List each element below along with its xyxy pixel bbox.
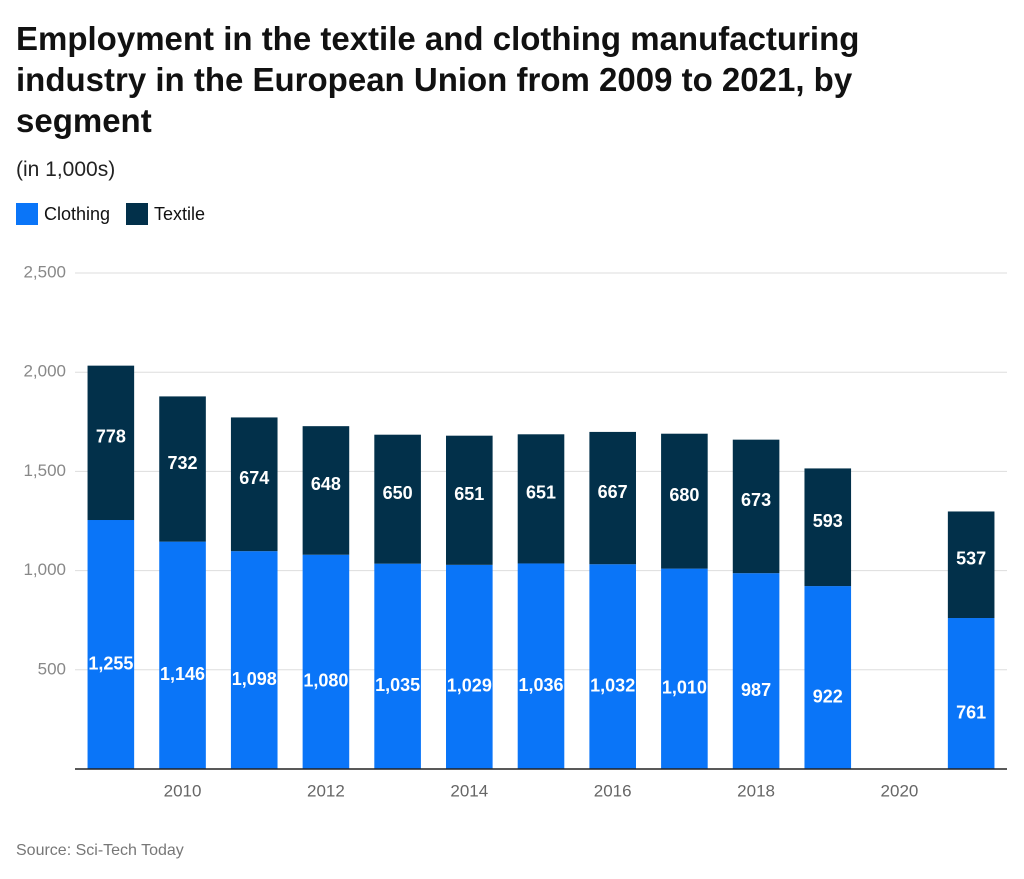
y-tick-label: 1,500 bbox=[23, 461, 66, 480]
bar-segment bbox=[87, 365, 135, 521]
bar-segment bbox=[661, 433, 708, 569]
y-tick-label: 2,000 bbox=[23, 362, 66, 381]
data-label: 593 bbox=[813, 511, 843, 531]
data-label: 1,029 bbox=[447, 676, 492, 696]
bar-segment bbox=[732, 439, 780, 574]
legend: Clothing Textile bbox=[16, 203, 205, 225]
data-label: 651 bbox=[454, 484, 484, 504]
data-label: 1,098 bbox=[232, 669, 277, 689]
data-label: 922 bbox=[813, 686, 843, 706]
data-label: 667 bbox=[598, 482, 628, 502]
bar-segment bbox=[446, 564, 493, 769]
bar-segment bbox=[230, 551, 278, 769]
data-label: 537 bbox=[956, 548, 986, 568]
bar-segment bbox=[87, 520, 135, 769]
legend-swatch bbox=[126, 203, 149, 225]
bar-segment bbox=[374, 563, 421, 769]
data-label: 1,146 bbox=[160, 664, 205, 684]
bar-segment bbox=[230, 417, 278, 552]
y-tick-label: 500 bbox=[38, 659, 66, 678]
chart-title: Employment in the textile and clothing m… bbox=[16, 20, 860, 139]
x-tick-label: 2020 bbox=[881, 781, 919, 800]
bar-segment bbox=[517, 434, 565, 564]
data-label: 648 bbox=[311, 474, 341, 494]
data-label: 650 bbox=[383, 483, 413, 503]
data-label: 1,036 bbox=[518, 675, 563, 695]
y-tick-label: 2,500 bbox=[23, 262, 66, 281]
legend-swatch bbox=[16, 203, 38, 225]
bar-segment bbox=[302, 554, 350, 769]
data-label: 674 bbox=[239, 468, 269, 488]
bar-segment bbox=[947, 511, 995, 619]
bar-segment bbox=[804, 586, 852, 769]
data-label: 732 bbox=[168, 453, 198, 473]
data-label: 1,010 bbox=[662, 678, 707, 698]
x-tick-label: 2016 bbox=[594, 781, 632, 800]
source: Source: Sci-Tech Today bbox=[16, 842, 184, 859]
data-label: 1,255 bbox=[88, 653, 133, 673]
data-label: 987 bbox=[741, 680, 771, 700]
bar-segment bbox=[661, 568, 708, 769]
y-tick-label: 1,000 bbox=[23, 560, 66, 579]
bar-segment bbox=[374, 434, 421, 564]
legend-item: Clothing bbox=[16, 203, 110, 225]
x-tick-label: 2014 bbox=[450, 781, 488, 800]
legend-label: Clothing bbox=[44, 203, 111, 224]
bar-segment bbox=[302, 426, 350, 555]
x-tick-label: 2018 bbox=[737, 781, 775, 800]
data-label: 1,035 bbox=[375, 675, 420, 695]
data-label: 651 bbox=[526, 483, 556, 503]
data-label: 761 bbox=[956, 702, 986, 722]
bar-segment bbox=[159, 541, 206, 769]
x-tick-label: 2010 bbox=[164, 781, 202, 800]
bar-segment bbox=[446, 435, 493, 565]
bar-segment bbox=[517, 563, 565, 769]
data-label: 778 bbox=[96, 427, 126, 447]
bar-segment bbox=[589, 431, 636, 565]
bar-segment bbox=[804, 468, 852, 587]
data-label: 1,080 bbox=[303, 671, 348, 691]
bar-segment bbox=[159, 396, 206, 542]
legend-item: Textile bbox=[126, 203, 205, 225]
data-label: 680 bbox=[669, 485, 699, 505]
data-label: 1,032 bbox=[590, 675, 635, 695]
chart-subtitle: (in 1,000s) bbox=[16, 158, 116, 181]
x-tick-label: 2012 bbox=[307, 781, 345, 800]
bar-segment bbox=[589, 564, 636, 769]
data-label: 673 bbox=[741, 490, 771, 510]
legend-label: Textile bbox=[154, 203, 206, 224]
bar-segment bbox=[732, 573, 780, 769]
bar-segment bbox=[947, 618, 995, 769]
